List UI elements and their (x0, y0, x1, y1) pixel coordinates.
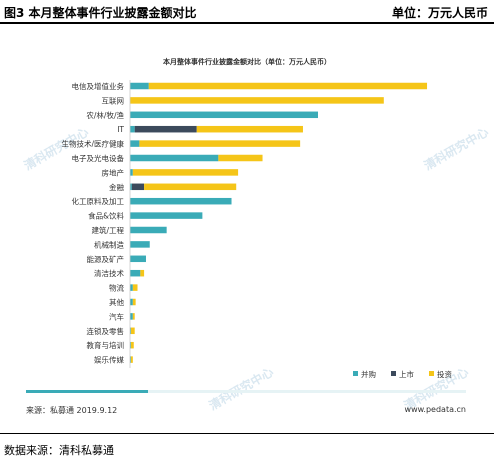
bar-segment (130, 327, 135, 335)
figure-header: 图3 本月整体事件行业披露金额对比 单位：万元人民币 (0, 0, 494, 24)
chart-panel (14, 40, 480, 424)
legend-swatch (429, 371, 434, 376)
footer-divider (0, 433, 494, 434)
bar-segment (132, 313, 135, 320)
unit-label: 单位：万元人民币 (391, 6, 488, 20)
bar-segment (132, 169, 239, 176)
header-divider (0, 22, 494, 24)
bar-segment (130, 255, 146, 263)
category-label: 电信及增值业务 (72, 81, 125, 91)
bar-segment (132, 284, 138, 291)
bar-segment (130, 327, 131, 335)
category-label: 汽车 (109, 311, 124, 321)
bar-segment (131, 183, 145, 191)
bar-segment (134, 125, 197, 133)
bar-segment (130, 313, 133, 320)
bar-segment (130, 284, 133, 291)
bar-segment (140, 269, 145, 277)
category-label: 建筑/工程 (91, 225, 124, 235)
category-label: 连锁及零售 (87, 326, 125, 336)
legend-swatch (391, 371, 396, 376)
bar-segment (130, 183, 132, 191)
bar-segment (139, 140, 301, 147)
category-label: 互联网 (102, 96, 125, 105)
category-label: 其他 (109, 297, 124, 307)
category-label: 房地产 (102, 167, 125, 177)
category-label: 能源及矿产 (87, 254, 125, 264)
bar-segment (130, 341, 134, 349)
bar-segment (132, 298, 136, 306)
legend-label: 并购 (361, 369, 376, 379)
bar-segment (130, 356, 133, 363)
figure-title: 图3 本月整体事件行业披露金额对比 (4, 6, 197, 20)
bar-segment (130, 197, 232, 205)
bar-segment (130, 169, 133, 176)
bar-segment (130, 269, 141, 277)
bar-segment (130, 111, 318, 119)
site-link[interactable]: www.pedata.cn (404, 405, 466, 414)
bar-segment (196, 125, 303, 133)
category-label: 金融 (109, 182, 124, 192)
bottom-scroll-bar (26, 390, 466, 393)
category-label: 电子及光电设备 (72, 153, 125, 163)
bar-group (130, 82, 428, 363)
category-label: 生物技术/医疗健康 (61, 139, 124, 149)
bar-segment (130, 97, 384, 104)
category-label: 教育与培训 (87, 340, 125, 350)
legend-swatch (353, 371, 358, 376)
bar-segment (130, 125, 135, 133)
data-source-footer: 数据来源：清科私募通 (4, 444, 114, 457)
bar-segment (130, 212, 203, 219)
bar-segment (218, 154, 263, 162)
bar-segment (130, 154, 219, 162)
bar-segment (130, 226, 167, 234)
category-label: 机械制造 (94, 239, 124, 249)
category-label: 清洁技术 (94, 268, 124, 278)
bar-segment (130, 356, 131, 363)
bar-segment (130, 298, 133, 306)
bar-segment (130, 241, 150, 248)
legend-label: 上市 (399, 369, 414, 379)
chart-legend: 并购 上市 投资 (353, 369, 452, 379)
category-label: 农/林/牧/渔 (86, 110, 124, 120)
bottom-scroll-thumb (26, 390, 148, 393)
category-label: 物流 (109, 283, 124, 293)
category-label: 娱乐传媒 (94, 355, 124, 365)
category-label: 化工原料及加工 (72, 196, 125, 206)
bar-segment (130, 341, 131, 349)
bar-segment (148, 82, 428, 90)
chart-title: 本月整体事件行业披露金额对比（单位：万元人民币） (163, 58, 331, 66)
bar-segment (130, 82, 149, 90)
legend-label: 投资 (437, 369, 452, 379)
bar-segment (130, 140, 140, 147)
category-label: 食品&饮料 (88, 211, 124, 221)
category-label: IT (117, 125, 124, 134)
chart-source: 来源：私募通 2019.9.12 (26, 406, 118, 415)
bar-segment (144, 183, 237, 191)
